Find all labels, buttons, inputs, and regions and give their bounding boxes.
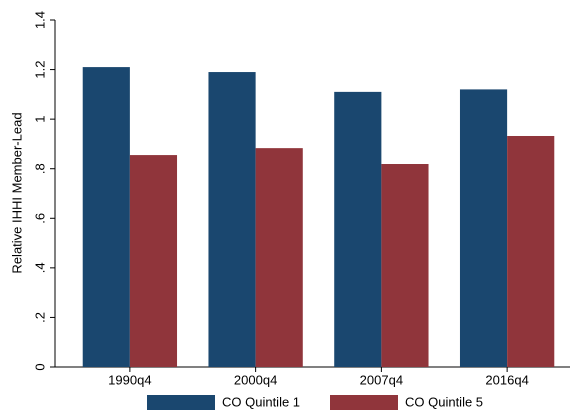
- y-axis-title: Relative IHHI Member-Lead: [9, 112, 24, 273]
- y-tick-label: .4: [32, 262, 47, 273]
- legend-label: CO Quintile 1: [222, 394, 300, 409]
- bar: [334, 91, 382, 367]
- bar: [381, 164, 429, 367]
- y-tick-label: 1: [32, 116, 47, 123]
- y-tick-label: .6: [32, 213, 47, 224]
- x-tick-label: 2000q4: [234, 372, 277, 387]
- y-tick-label: 0: [32, 363, 47, 370]
- x-tick-label: 2007q4: [360, 372, 403, 387]
- bar: [507, 135, 555, 367]
- bar: [129, 155, 178, 367]
- bar: [255, 148, 303, 367]
- bar: [459, 89, 508, 368]
- y-tick-label: .2: [32, 312, 47, 323]
- bar: [82, 67, 130, 367]
- bar: [208, 72, 256, 368]
- x-tick-label: 1990q4: [108, 372, 151, 387]
- y-tick-label: .8: [32, 163, 47, 174]
- y-tick-label: 1.2: [32, 61, 47, 79]
- y-tick-label: 1.4: [32, 11, 47, 29]
- legend-swatch: [330, 395, 398, 410]
- legend-label: CO Quintile 5: [405, 394, 483, 409]
- x-tick-label: 2016q4: [485, 372, 528, 387]
- legend-swatch: [147, 395, 215, 410]
